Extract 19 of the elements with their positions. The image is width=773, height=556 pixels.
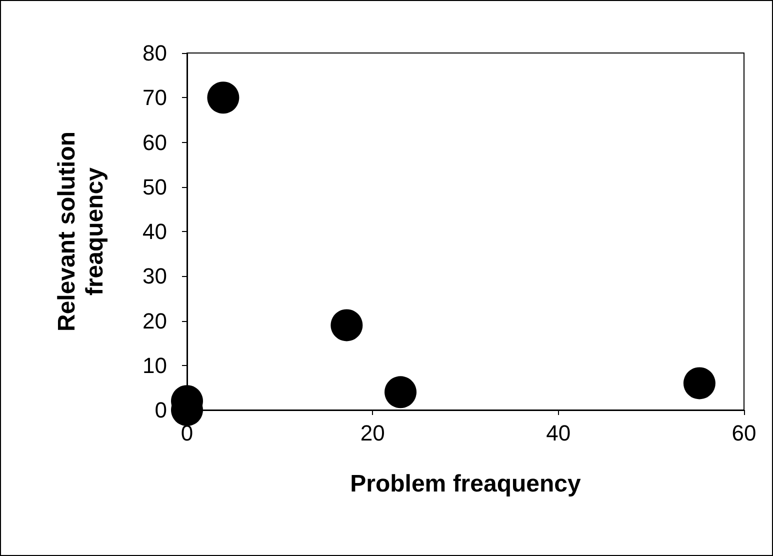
y-tick-label: 40 — [142, 219, 167, 244]
x-tick-label: 20 — [360, 420, 385, 446]
y-tick-label: 10 — [142, 352, 167, 378]
point — [384, 376, 417, 408]
y-tick-label: 70 — [142, 85, 167, 110]
y-tick-label: 20 — [142, 308, 167, 334]
y-tick-label: 50 — [142, 174, 167, 200]
y-tick-label: 30 — [142, 264, 167, 289]
y-axis-title: Relevant solution freaquency — [54, 131, 108, 332]
point — [683, 367, 716, 400]
x-tick-label: 60 — [732, 420, 756, 446]
y-tick-label: 60 — [142, 130, 167, 155]
y-tick-label: 0 — [154, 398, 167, 422]
x-axis-title: Problem freaquency — [350, 470, 582, 498]
x-tick-label: 40 — [546, 420, 571, 446]
y-tick-label: 80 — [142, 40, 167, 66]
point — [207, 82, 240, 114]
point — [330, 309, 363, 342]
x-tick-label: 0 — [180, 420, 194, 446]
